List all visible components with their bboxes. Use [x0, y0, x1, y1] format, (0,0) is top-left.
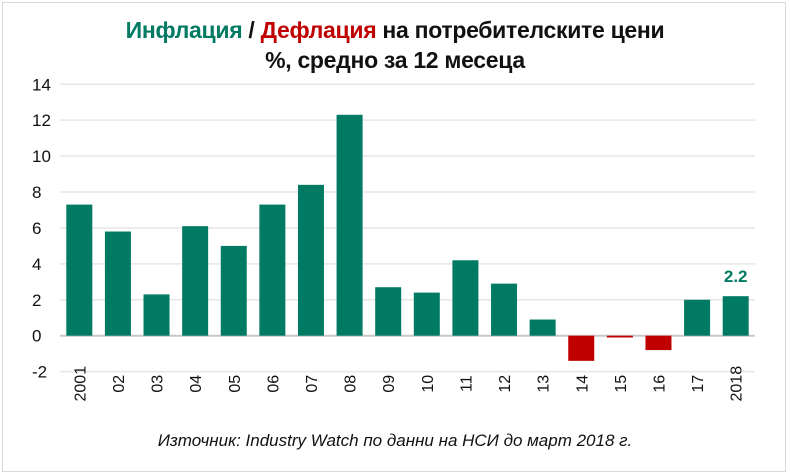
- bar-2001: [66, 204, 93, 336]
- x-tick-label: 17: [690, 375, 707, 393]
- bar-04: [182, 226, 209, 336]
- x-tick-label: 15: [613, 375, 630, 393]
- y-tick-label: 6: [32, 219, 41, 238]
- bar-09: [375, 287, 402, 336]
- y-tick-label: -2: [32, 363, 47, 382]
- bar-06: [259, 204, 286, 336]
- chart-title: Инфлация / Дефлация на потребителските ц…: [0, 17, 790, 44]
- y-tick-label: 10: [32, 147, 51, 166]
- bar-2018: [722, 296, 749, 336]
- source-note: Източник: Industry Watch по данни на НСИ…: [157, 431, 633, 450]
- x-tick-label: 05: [227, 375, 244, 393]
- bar-02: [104, 231, 131, 336]
- bar-03: [143, 294, 170, 336]
- bar-15: [606, 335, 633, 338]
- title-inflation: Инфлация: [125, 17, 243, 43]
- y-tick-label: 4: [32, 255, 41, 274]
- x-tick-label: 2018: [729, 366, 746, 402]
- bar-13: [529, 319, 556, 336]
- x-tick-label: 09: [381, 375, 398, 393]
- bar-14: [568, 335, 595, 361]
- y-tick-label: 8: [32, 183, 41, 202]
- bar-12: [491, 283, 518, 336]
- y-tick-label: 2: [32, 291, 41, 310]
- y-tick-label: 14: [32, 75, 51, 94]
- data-label: 2.2: [724, 267, 748, 286]
- chart-frame: [2, 2, 786, 472]
- bar-10: [413, 292, 440, 336]
- bar-08: [336, 114, 363, 336]
- y-tick-label: 12: [32, 111, 51, 130]
- x-tick-label: 08: [343, 375, 360, 393]
- chart-subtitle: %, средно за 12 месеца: [265, 47, 525, 73]
- title-deflation: Дефлация: [260, 17, 377, 43]
- bar-16: [645, 335, 672, 351]
- x-tick-label: 13: [536, 375, 553, 393]
- x-tick-label: 16: [651, 375, 668, 393]
- title-separator: /: [242, 17, 261, 43]
- x-tick-label: 12: [497, 375, 514, 393]
- y-tick-label: 0: [32, 327, 41, 346]
- x-tick-label: 02: [111, 375, 128, 393]
- x-tick-label: 03: [150, 375, 167, 393]
- x-tick-label: 04: [188, 375, 205, 393]
- bar-17: [684, 299, 711, 336]
- x-tick-label: 11: [458, 375, 475, 392]
- title-rest: на потребителските цени: [376, 17, 665, 43]
- x-tick-label: 14: [574, 375, 591, 393]
- bar-11: [452, 260, 479, 336]
- bar-05: [220, 245, 247, 336]
- x-tick-label: 2001: [72, 366, 89, 402]
- x-tick-label: 10: [420, 375, 437, 393]
- bar-07: [297, 184, 324, 336]
- x-tick-label: 07: [304, 375, 321, 393]
- x-tick-label: 06: [265, 375, 282, 393]
